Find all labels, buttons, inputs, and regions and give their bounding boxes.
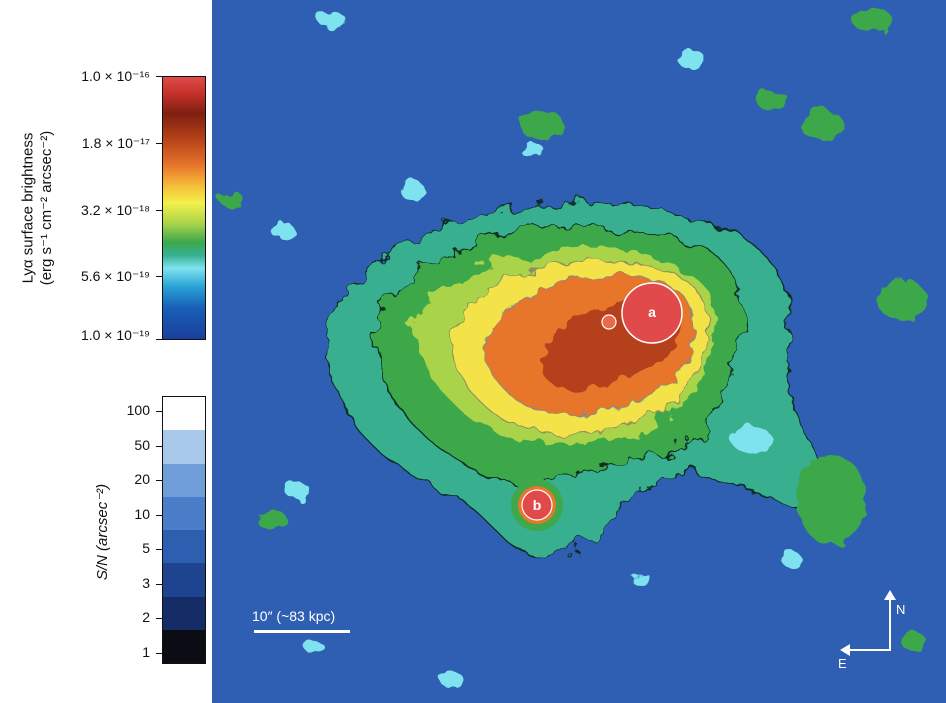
sn-color-block <box>163 463 205 497</box>
compass-east-label: E <box>838 656 847 671</box>
sb-colorbar <box>162 76 206 340</box>
sn-tick: 5 <box>142 540 150 556</box>
sn-tick: 3 <box>142 574 150 591</box>
sb-tick: 5.6 × 10⁻¹⁹ <box>80 268 150 284</box>
compass-north-arrow <box>889 600 891 650</box>
sb-tick: 1.0 × 10⁻¹⁹ <box>80 327 150 343</box>
scale-bar <box>254 630 350 633</box>
source-b-marker <box>521 489 553 521</box>
sn-tick: 20 <box>134 471 150 487</box>
sb-tick: 1.0 × 10⁻¹⁶ <box>81 68 150 84</box>
source-a-label: a <box>648 304 656 320</box>
source-a-marker <box>621 282 683 344</box>
sn-color-block <box>163 530 205 564</box>
sb-tick: 1.8 × 10⁻¹⁷ <box>81 135 150 151</box>
sn-color-block <box>163 496 205 530</box>
sn-tick: 50 <box>134 436 150 453</box>
scale-bar-label: 10″ (~83 kpc) <box>252 608 336 624</box>
sn-tick: 2 <box>142 609 150 625</box>
sn-tick: 10 <box>134 505 150 522</box>
sb-tick: 3.2 × 10⁻¹⁸ <box>81 202 150 218</box>
lyman-alpha-map: a b 10″ (~83 kpc) N E <box>212 0 946 703</box>
sn-tick: 100 <box>126 402 150 418</box>
sn-color-block <box>163 397 205 431</box>
emission-map <box>220 8 927 688</box>
sn-color-block <box>163 563 205 597</box>
noise-speckles <box>220 8 927 688</box>
sn-color-block <box>163 596 205 630</box>
source-a-companion <box>601 314 617 330</box>
sn-color-block <box>163 629 205 663</box>
sn-colorbar <box>162 396 206 664</box>
colorbar-panel: Lyα surface brightness (erg s⁻¹ cm⁻² arc… <box>0 0 212 703</box>
compass-east-arrow <box>850 649 891 651</box>
sn-color-block <box>163 430 205 464</box>
source-b-label: b <box>532 497 542 513</box>
compass-north-label: N <box>896 602 906 617</box>
sn-tick: 1 <box>142 643 150 660</box>
